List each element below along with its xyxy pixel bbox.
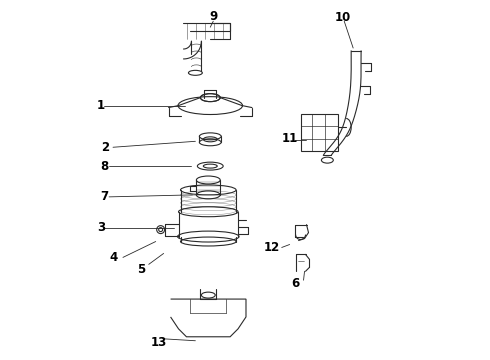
- Text: 3: 3: [97, 221, 105, 234]
- Text: 10: 10: [335, 11, 351, 24]
- Text: 9: 9: [209, 10, 218, 23]
- Text: 4: 4: [110, 251, 118, 264]
- Text: 8: 8: [100, 159, 108, 172]
- Text: 7: 7: [100, 190, 108, 203]
- Text: 6: 6: [292, 277, 300, 290]
- Text: 1: 1: [97, 99, 105, 112]
- Text: 5: 5: [137, 263, 145, 276]
- Text: 13: 13: [150, 336, 167, 349]
- Text: 2: 2: [101, 141, 109, 154]
- Bar: [300, 113, 338, 151]
- Text: 11: 11: [282, 132, 298, 145]
- Text: 12: 12: [264, 241, 280, 254]
